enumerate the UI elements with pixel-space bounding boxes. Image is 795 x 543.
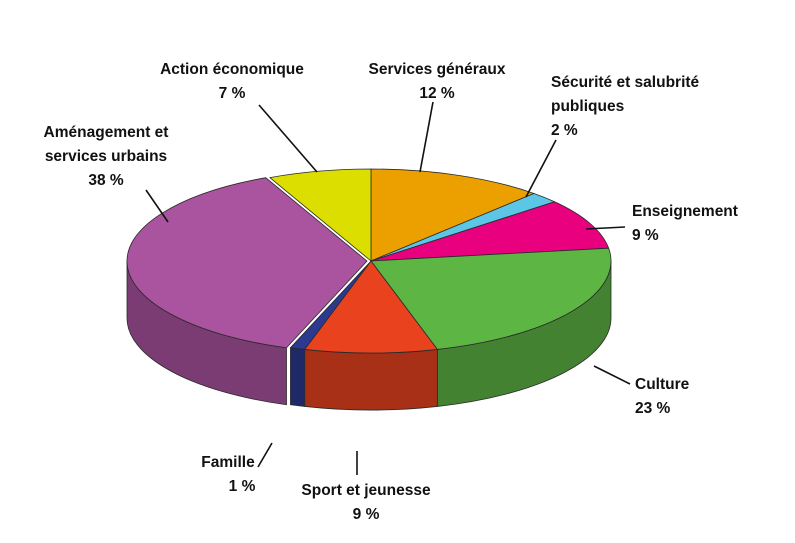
slice-label-amenagement: services urbains (45, 148, 167, 165)
slice-label-culture: Culture (635, 376, 690, 393)
value-label-action_eco: 7 % (219, 85, 246, 102)
slice-famille (290, 260, 372, 350)
slice-label-action_eco: Action économique (160, 61, 304, 78)
slice-label-securite: Sécurité et salubrité (551, 74, 700, 91)
slice-label-sport: Sport et jeunesse (301, 482, 431, 499)
value-label-culture: 23 % (635, 400, 671, 417)
slice-sport (304, 260, 438, 354)
slice-label-enseignement: Enseignement (632, 203, 738, 220)
slice-enseignement (370, 201, 610, 262)
slice-label-services_generaux: Services généraux (368, 61, 505, 78)
value-label-famille: 1 % (229, 478, 256, 495)
leader-line-enseignement (585, 226, 626, 230)
value-label-amenagement: 38 % (88, 172, 124, 189)
value-label-services_generaux: 12 % (419, 85, 455, 102)
value-label-securite: 2 % (551, 122, 578, 139)
leader-line-action_eco (258, 104, 318, 173)
leader-lines (145, 101, 631, 475)
slice-services_generaux (370, 168, 535, 262)
leader-line-amenagement (145, 189, 169, 223)
pie-slices (126, 168, 612, 354)
leader-line-culture (593, 365, 631, 385)
slice-side-famille (290, 347, 306, 407)
slice-side-sport (304, 349, 438, 411)
leader-line-securite (525, 139, 557, 198)
value-label-enseignement: 9 % (632, 227, 659, 244)
slice-label-securite: publiques (551, 98, 624, 115)
slice-amenagement (126, 177, 368, 349)
leader-line-services_generaux (419, 101, 434, 173)
pie-sides (126, 260, 612, 411)
slice-culture (370, 247, 612, 350)
slice-label-famille: Famille (201, 454, 255, 471)
slice-labels: Services généraux 12 % Sécurité et salubri… (44, 61, 738, 523)
slice-label-amenagement: Aménagement et (44, 124, 169, 141)
leader-line-famille (257, 442, 273, 468)
slice-action_eco (269, 168, 372, 262)
value-label-sport: 9 % (353, 506, 380, 523)
